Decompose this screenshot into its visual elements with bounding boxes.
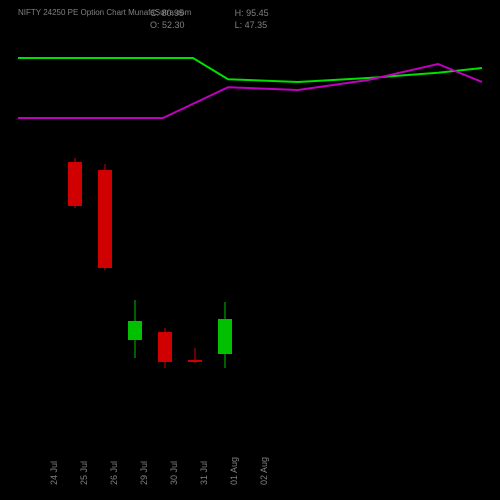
x-axis-label: 25 Jul	[79, 461, 84, 485]
x-axis-label: 26 Jul	[109, 461, 114, 485]
trend-line	[18, 64, 482, 118]
ohlc-display: C: 80.95 O: 52.30 H: 95.45 L: 47.35	[150, 8, 269, 30]
overlay-lines	[18, 30, 482, 430]
x-axis-label: 02 Aug	[259, 457, 264, 485]
x-axis-label: 24 Jul	[49, 461, 54, 485]
trend-line	[18, 58, 482, 82]
low-value: L: 47.35	[235, 20, 269, 30]
open-value: O: 52.30	[150, 20, 185, 30]
x-axis-label: 01 Aug	[229, 457, 234, 485]
x-axis-label: 30 Jul	[169, 461, 174, 485]
close-value: C: 80.95	[150, 8, 185, 18]
x-axis-label: 31 Jul	[199, 461, 204, 485]
chart-plot-area	[18, 30, 482, 430]
x-axis-labels: 24 Jul 25 Jul 26 Jul 29 Jul 30 Jul 31 Jul 01 A…	[18, 435, 482, 490]
high-value: H: 95.45	[235, 8, 269, 18]
x-axis-label: 29 Jul	[139, 461, 144, 485]
